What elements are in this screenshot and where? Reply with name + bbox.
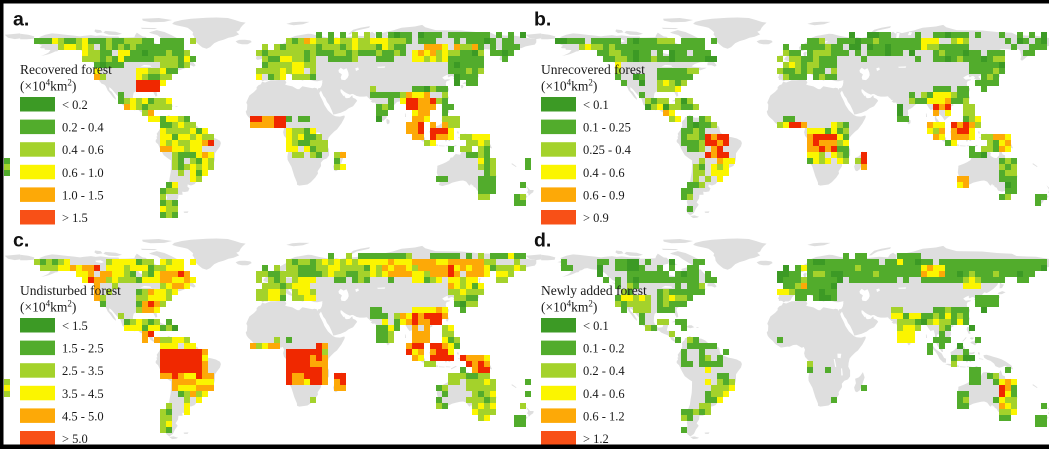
svg-text:> 1.2: > 1.2 [583, 432, 609, 446]
svg-text:d.: d. [534, 230, 551, 252]
svg-text:0.6 - 1.0: 0.6 - 1.0 [62, 166, 104, 180]
svg-text:1.0 - 1.5: 1.0 - 1.5 [62, 188, 104, 202]
svg-text:< 0.1: < 0.1 [583, 319, 609, 333]
svg-text:Recovered forest: Recovered forest [20, 62, 112, 77]
svg-text:0.1 - 0.2: 0.1 - 0.2 [583, 342, 625, 356]
svg-text:> 1.5: > 1.5 [62, 211, 88, 225]
svg-text:1.5 - 2.5: 1.5 - 2.5 [62, 342, 104, 356]
svg-text:(×104km2): (×104km2) [20, 78, 76, 94]
svg-text:< 0.1: < 0.1 [583, 98, 609, 112]
svg-text:0.25 - 0.4: 0.25 - 0.4 [583, 143, 632, 157]
svg-text:0.6 - 0.9: 0.6 - 0.9 [583, 188, 625, 202]
svg-text:c.: c. [13, 230, 29, 252]
svg-text:< 0.2: < 0.2 [62, 98, 88, 112]
svg-text:2.5 - 3.5: 2.5 - 3.5 [62, 364, 104, 378]
svg-text:0.2 - 0.4: 0.2 - 0.4 [583, 364, 625, 378]
svg-text:0.4 - 0.6: 0.4 - 0.6 [62, 143, 104, 157]
svg-text:0.1 - 0.25: 0.1 - 0.25 [583, 121, 631, 135]
svg-text:(×104km2): (×104km2) [541, 78, 597, 94]
svg-text:0.4 - 0.6: 0.4 - 0.6 [583, 166, 625, 180]
svg-text:a.: a. [13, 9, 29, 31]
svg-text:0.6 - 1.2: 0.6 - 1.2 [583, 409, 625, 423]
svg-text:4.5 - 5.0: 4.5 - 5.0 [62, 409, 104, 423]
svg-text:Newly added forest: Newly added forest [541, 283, 647, 298]
svg-text:b.: b. [534, 9, 551, 31]
svg-text:0.2 - 0.4: 0.2 - 0.4 [62, 121, 104, 135]
svg-text:(×104km2): (×104km2) [20, 299, 76, 315]
svg-text:Unrecovered forest: Unrecovered forest [541, 62, 645, 77]
svg-text:< 1.5: < 1.5 [62, 319, 88, 333]
svg-text:3.5 - 4.5: 3.5 - 4.5 [62, 387, 104, 401]
svg-text:> 5.0: > 5.0 [62, 432, 88, 446]
svg-text:> 0.9: > 0.9 [583, 211, 609, 225]
svg-text:Undisturbed forest: Undisturbed forest [20, 283, 121, 298]
svg-text:(×104km2): (×104km2) [541, 299, 597, 315]
svg-text:0.4 - 0.6: 0.4 - 0.6 [583, 387, 625, 401]
